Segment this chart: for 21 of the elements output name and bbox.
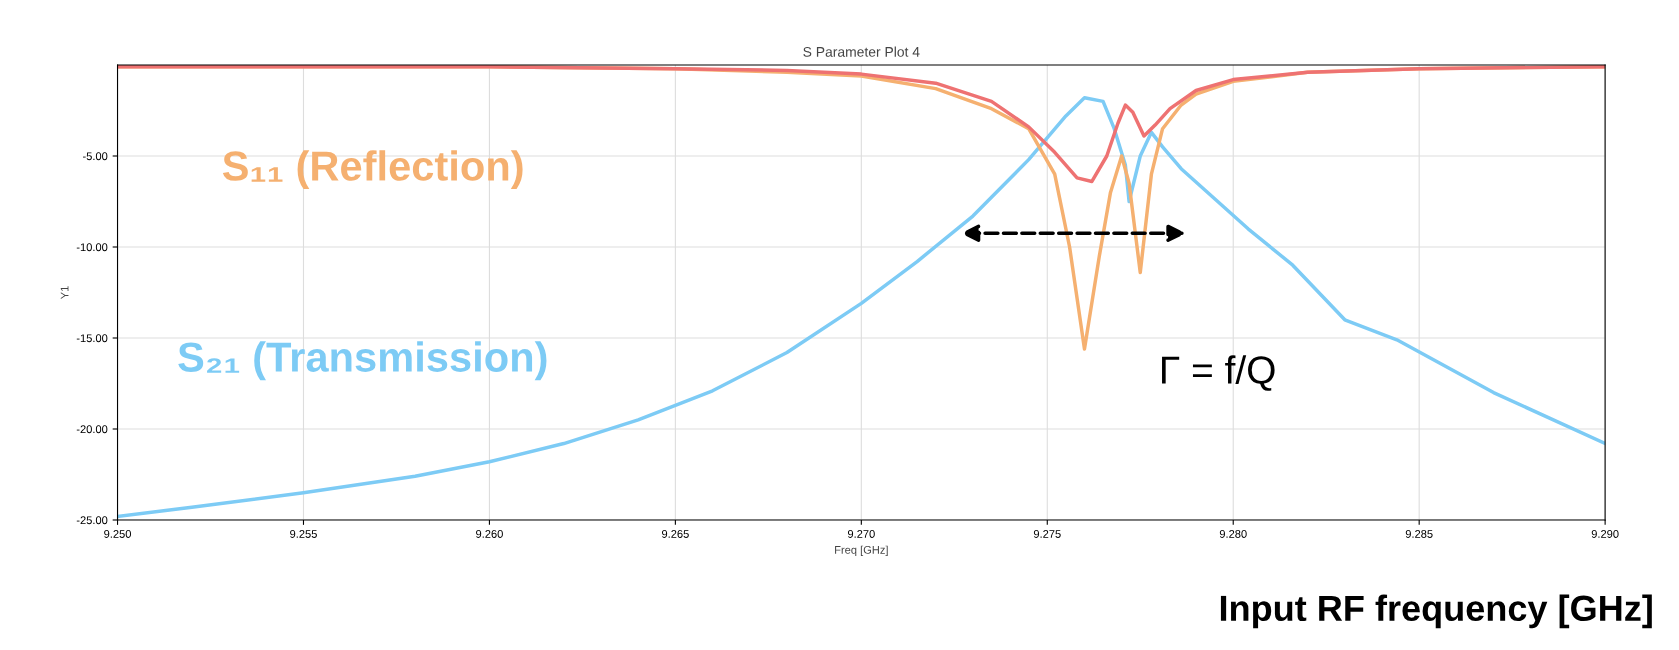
y-tick-label: -20.00 (76, 425, 108, 434)
x-axis-title: Freq [GHz] (835, 545, 888, 556)
x-tick-label: 9.265 (662, 530, 689, 538)
x-tick-label: 9.260 (476, 530, 503, 538)
x-tick-label: 9.290 (1591, 530, 1619, 538)
y-tick-label: -10.00 (76, 243, 108, 252)
annotation: Γ = f/Q (1162, 355, 1275, 391)
y-tick-label: -25.00 (76, 516, 108, 525)
chart-title: S Parameter Plot 4 (803, 46, 920, 57)
x-tick-label: 9.250 (104, 530, 131, 538)
y-axis-title: Y1 (60, 286, 69, 300)
x-tick-label: 9.285 (1405, 530, 1433, 538)
series-label: S₂₁ (Transmission) (178, 341, 547, 381)
x-tick-label: 9.280 (1219, 530, 1247, 538)
x-tick-label: 9.255 (290, 530, 317, 538)
x-tick-label: 9.270 (847, 530, 875, 538)
y-tick-label: -15.00 (76, 334, 108, 343)
text: Input RF frequency [GHz] (1220, 594, 1652, 629)
y-tick-label: -5.00 (82, 152, 108, 161)
x-tick-label: 9.275 (1033, 530, 1061, 538)
series-label: S₁₁ (Reflection) (222, 150, 523, 190)
